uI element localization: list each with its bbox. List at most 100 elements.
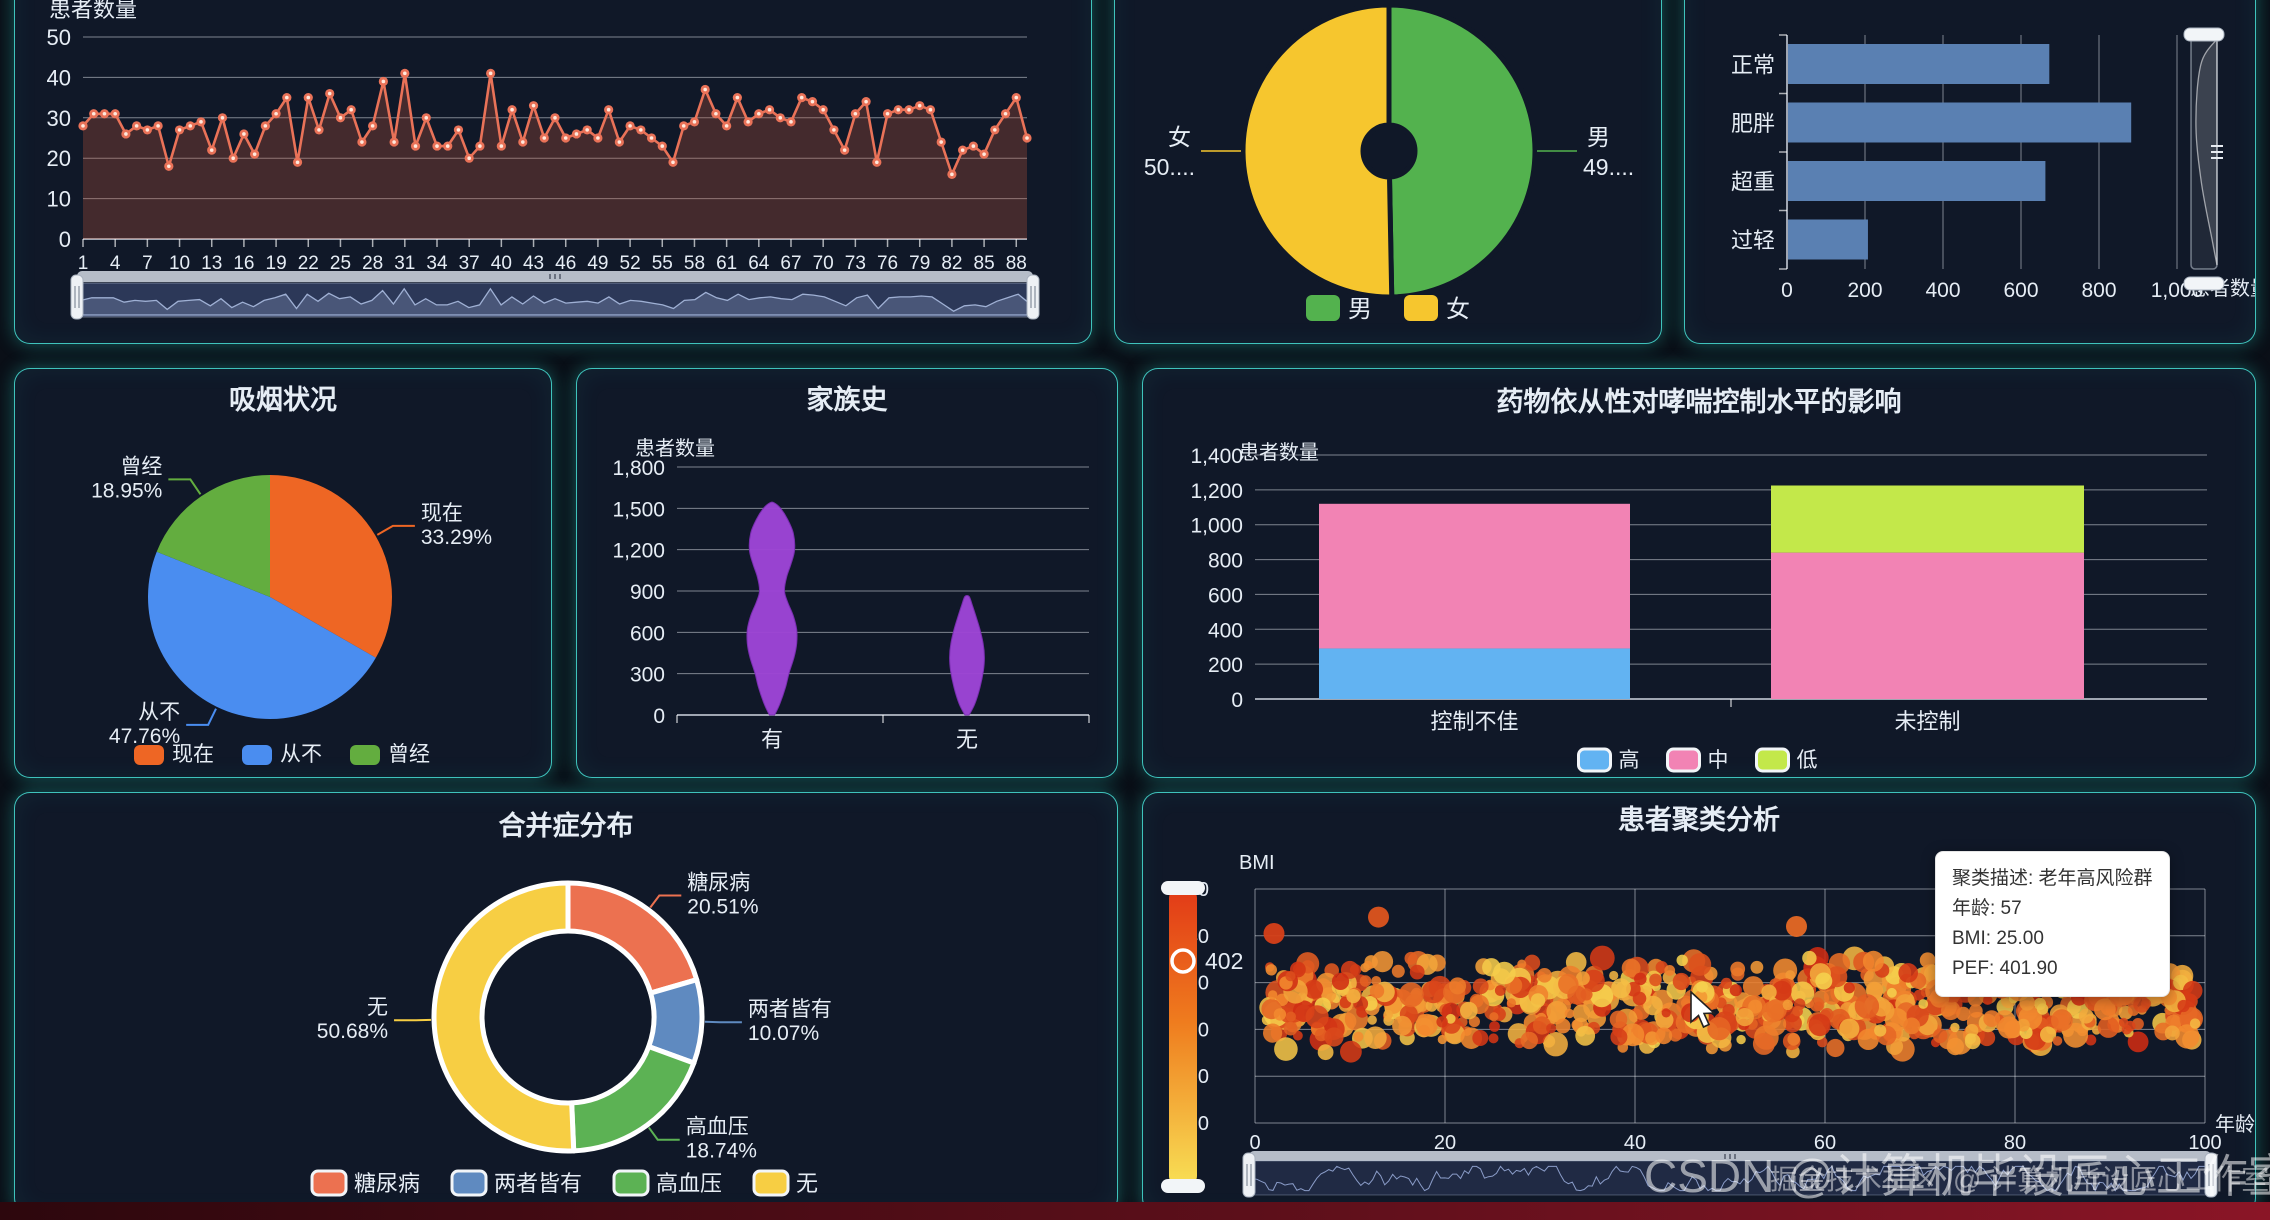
- scatter-point: [1392, 1015, 1413, 1036]
- datazoom-move-bar[interactable]: [77, 271, 1033, 282]
- y-tick-label: 0: [59, 227, 71, 252]
- data-point-core: [295, 160, 300, 165]
- scatter-point: [1661, 1008, 1671, 1018]
- comorbidity-slice-4[interactable]: [431, 880, 577, 1154]
- bar-3[interactable]: [1788, 161, 2046, 201]
- legend-item-2[interactable]: 从不: [242, 743, 322, 766]
- x-tick-label: 82: [941, 253, 962, 274]
- scatter-point: [1359, 975, 1372, 987]
- legend-item-1[interactable]: 男: [1306, 295, 1372, 323]
- scatter-point: [1826, 1038, 1845, 1058]
- chart-title: 合并症分布: [499, 810, 634, 841]
- scatter-point: [1494, 985, 1506, 996]
- data-point-core: [799, 95, 804, 100]
- y-axis-name: BMI: [1239, 852, 1275, 874]
- legend-item-3[interactable]: 高血压: [612, 1169, 722, 1197]
- vslider-handle-bottom[interactable]: [2183, 276, 2225, 291]
- slice-label-pct: 10.07%: [748, 1022, 819, 1045]
- comorbidity-slice-1[interactable]: [565, 880, 700, 996]
- legend-item-4[interactable]: 无: [752, 1169, 818, 1197]
- tooltip-age: 年龄: 57: [1952, 898, 2022, 919]
- datazoom-track[interactable]: [1248, 1160, 2212, 1196]
- scatter-point: [1383, 1009, 1393, 1020]
- legend-item-3[interactable]: 曾经: [350, 743, 430, 766]
- x-tick-label: 67: [780, 253, 801, 274]
- legend-item-3[interactable]: 低: [1755, 747, 1818, 773]
- smoking-slice-3[interactable]: [156, 475, 270, 597]
- x-tick-label: 0: [1781, 279, 1793, 302]
- scatter-point: [2177, 999, 2190, 1013]
- datazoom-move-bar[interactable]: [1249, 1151, 2211, 1162]
- scatter-outlier[interactable]: [1786, 915, 1807, 937]
- legend-item-2[interactable]: 两者皆有: [450, 1169, 582, 1197]
- gender-pie-chart[interactable]: 男49....女50....男女: [1115, 0, 1661, 343]
- datazoom-handle[interactable]: [2204, 1152, 2218, 1198]
- datazoom-track[interactable]: [76, 282, 1034, 318]
- comorbidity-chart[interactable]: 合并症分布糖尿病20.51%两者皆有10.07%高血压18.74%无50.68%…: [15, 793, 1117, 1213]
- data-point-core: [91, 111, 96, 116]
- legend-item-2[interactable]: 中: [1666, 747, 1729, 773]
- legend-item-1[interactable]: 糖尿病: [310, 1169, 420, 1197]
- stack-高-bar-1[interactable]: [1319, 648, 1630, 699]
- bar-2[interactable]: [1788, 102, 2132, 143]
- scatter-point: [1898, 963, 1918, 983]
- data-point-core: [896, 107, 901, 112]
- scatter-point: [1369, 983, 1385, 999]
- visualmap-slider[interactable]: 402: [1161, 881, 1243, 1193]
- scatter-point: [1802, 950, 1817, 966]
- y-tick-label: 800: [1208, 550, 1243, 573]
- x-tick-label: 88: [1006, 253, 1027, 274]
- data-point-core: [424, 116, 429, 120]
- legend-item-1[interactable]: 高: [1577, 747, 1640, 773]
- scatter-point: [1761, 984, 1777, 1000]
- data-point-core: [81, 124, 85, 128]
- data-point-core: [1014, 95, 1019, 100]
- scatter-point: [1919, 952, 1936, 969]
- scatter-point: [1371, 951, 1394, 973]
- scatter-point: [1546, 1023, 1557, 1034]
- violin-2[interactable]: [949, 594, 985, 716]
- slice-label-name: 曾经: [120, 455, 162, 478]
- y-tick-label: 1,500: [612, 498, 665, 521]
- x-tick-label: 20: [1434, 1132, 1456, 1154]
- category-label: 有: [761, 727, 783, 752]
- stack-中-bar-1[interactable]: [1319, 503, 1630, 649]
- scatter-point: [1887, 987, 1897, 998]
- bar-4[interactable]: [1788, 219, 1868, 260]
- stack-中-bar-2[interactable]: [1771, 552, 2084, 699]
- scatter-outlier[interactable]: [1263, 922, 1285, 944]
- scatter-point: [1589, 945, 1615, 971]
- data-point-core: [875, 160, 879, 165]
- patient-trend-chart[interactable]: 患者数量 0 10 20 30 40 50 1 4 7 10 13 16 19 22 25 28 31 34 37 40…: [15, 0, 1091, 343]
- datazoom-handle[interactable]: [1026, 274, 1040, 320]
- legend-label: 糖尿病: [354, 1171, 420, 1196]
- scatter-point: [1785, 970, 1796, 980]
- scatter-outlier[interactable]: [1368, 906, 1389, 928]
- scatter-point: [1787, 1033, 1800, 1046]
- datazoom-handle[interactable]: [70, 274, 84, 320]
- comorbidity-slice-3[interactable]: [569, 1044, 697, 1154]
- violin-1[interactable]: [746, 501, 798, 716]
- scatter-point: [1668, 1028, 1682, 1042]
- gender-slice-2[interactable]: [1240, 2, 1395, 300]
- y-axis-name: 患者数量: [49, 0, 137, 22]
- smoking-slice-2[interactable]: [148, 551, 376, 719]
- data-point-core: [370, 124, 375, 128]
- datazoom-handle[interactable]: [1242, 1152, 1256, 1198]
- stack-低-bar-2[interactable]: [1771, 485, 2084, 553]
- category-label: 肥胖: [1731, 111, 1775, 136]
- scatter-point: [1575, 1025, 1596, 1046]
- legend-item-1[interactable]: 现在: [134, 743, 214, 766]
- smoking-slice-1[interactable]: [270, 475, 392, 658]
- y-tick-label: 30: [47, 106, 71, 131]
- scatter-point: [1367, 1015, 1377, 1025]
- gender-slice-1[interactable]: [1386, 2, 1538, 300]
- bar-1[interactable]: [1788, 44, 2050, 84]
- legend-item-2[interactable]: 女: [1404, 295, 1470, 323]
- y-axis-name: 患者数量: [635, 437, 715, 460]
- vslider-handle-top[interactable]: [2183, 27, 2225, 42]
